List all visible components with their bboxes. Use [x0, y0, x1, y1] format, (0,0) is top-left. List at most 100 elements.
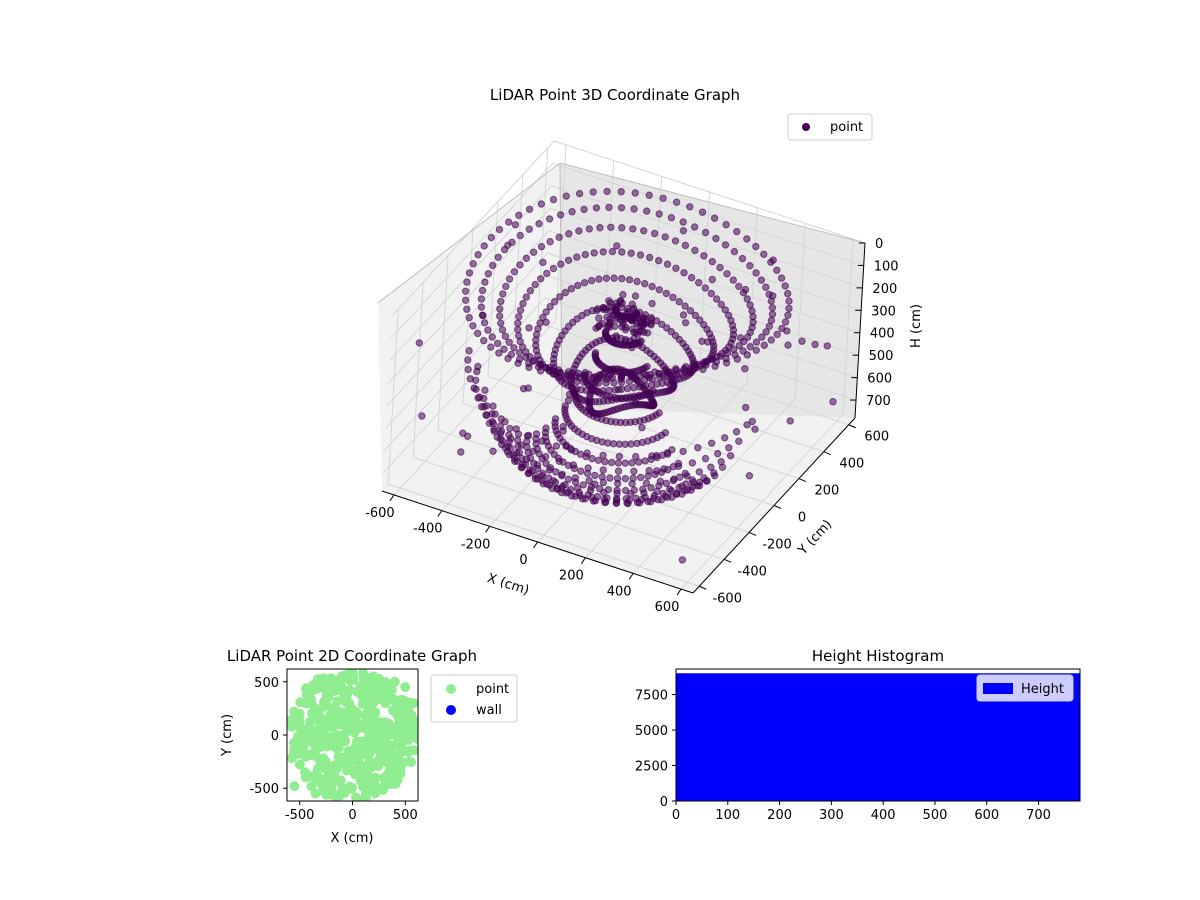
point-marker-3d — [645, 401, 653, 410]
point-marker-3d — [484, 326, 492, 334]
point-marker-3d — [519, 299, 527, 308]
point-marker-3d — [746, 301, 754, 309]
y-tick-label-2d: -500 — [249, 782, 279, 797]
point-marker-3d — [595, 275, 603, 283]
point-marker-3d — [489, 261, 497, 270]
point-marker-3d — [742, 403, 750, 412]
x-tick-label-2d: 500 — [393, 808, 418, 823]
point-marker-3d — [609, 337, 617, 346]
point-marker-3d — [632, 452, 640, 461]
point-marker-3d — [716, 263, 724, 272]
point-marker-2d — [294, 716, 305, 727]
point-marker-3d — [599, 248, 607, 256]
point-marker-3d — [606, 474, 614, 482]
point-marker-3d — [524, 431, 533, 440]
y-tick-label-3d: -600 — [712, 591, 742, 606]
point-marker-3d — [679, 447, 687, 456]
point-marker-2d — [350, 741, 361, 752]
title-2d: LiDAR Point 2D Coordinate Graph — [227, 647, 477, 665]
point-marker-3d — [701, 228, 710, 237]
point-marker-3d — [669, 463, 678, 471]
grid-line-y — [487, 201, 800, 480]
point-marker-2d — [340, 707, 351, 718]
point-marker-2d — [287, 753, 297, 764]
point-marker-3d — [535, 220, 543, 228]
point-marker-3d — [675, 483, 683, 492]
point-marker-3d — [636, 473, 645, 482]
point-marker-3d — [631, 189, 639, 197]
point-marker-3d — [518, 343, 527, 351]
frame-histogram — [675, 668, 1081, 802]
y-tick-label-3d: 400 — [839, 457, 864, 472]
point-marker-2d — [299, 748, 310, 758]
x-tick-3d — [533, 541, 538, 549]
point-marker-3d — [640, 328, 648, 336]
point-marker-3d — [477, 295, 486, 303]
point-marker-3d — [549, 477, 557, 485]
point-marker-3d — [773, 266, 781, 274]
x-tick-label-3d: 200 — [559, 569, 584, 584]
point-marker-3d — [640, 227, 648, 235]
point-marker-3d — [768, 310, 777, 318]
point-marker-2d — [306, 698, 317, 709]
point-marker-3d — [519, 385, 528, 393]
point-marker-3d — [599, 478, 608, 487]
point-marker-3d — [829, 398, 837, 406]
point-marker-3d — [589, 188, 597, 196]
point-marker-3d — [767, 316, 776, 325]
point-marker-3d — [653, 467, 661, 475]
point-marker-3d — [758, 333, 766, 341]
point-marker-3d — [760, 341, 768, 349]
point-marker-2d — [309, 749, 320, 760]
point-marker-3d — [662, 289, 670, 298]
point-marker-3d — [735, 282, 743, 291]
point-marker-3d — [679, 218, 687, 226]
point-marker-3d — [513, 449, 521, 457]
x-tick-label-histogram: 0 — [672, 808, 680, 823]
point-marker-3d — [667, 328, 675, 336]
legend-marker-wall-2d — [446, 705, 456, 715]
point-marker-3d — [691, 246, 699, 255]
point-marker-3d — [612, 332, 620, 340]
point-marker-3d — [557, 485, 566, 493]
point-marker-3d — [785, 304, 793, 313]
point-marker-3d — [604, 321, 613, 330]
y-tick-3d — [773, 505, 782, 509]
legend-marker-point-2d — [446, 684, 456, 694]
point-marker-3d — [655, 409, 663, 417]
y-tick-label-3d: 200 — [815, 484, 840, 499]
point-marker-3d — [565, 230, 573, 238]
point-marker-3d — [491, 410, 499, 418]
point-marker-2d — [392, 724, 403, 735]
point-marker-3d — [496, 312, 504, 320]
point-marker-2d — [307, 708, 317, 719]
point-marker-2d — [347, 753, 357, 764]
point-marker-3d — [625, 276, 634, 284]
point-marker-3d — [552, 442, 561, 450]
point-marker-3d — [593, 306, 601, 315]
point-marker-3d — [743, 235, 751, 243]
point-marker-3d — [610, 274, 618, 282]
point-marker-3d — [600, 488, 608, 497]
point-marker-2d — [318, 701, 329, 712]
point-marker-2d — [370, 772, 381, 783]
point-marker-3d — [668, 446, 676, 454]
y-tick-label-3d: -400 — [737, 564, 767, 579]
point-marker-3d — [574, 281, 582, 290]
point-marker-3d — [499, 290, 507, 298]
legend-marker-point-3d — [802, 123, 810, 131]
pane-edge-vertical — [559, 162, 563, 409]
point-marker-3d — [628, 343, 636, 352]
point-marker-3d — [564, 256, 573, 264]
point-marker-2d — [312, 681, 323, 692]
point-marker-2d — [304, 725, 315, 736]
x-tick-label-3d: -200 — [461, 537, 491, 552]
point-marker-3d — [669, 476, 677, 485]
point-marker-3d — [415, 339, 423, 347]
point-marker-3d — [666, 380, 674, 389]
grid-line-x — [393, 144, 567, 496]
point-marker-3d — [516, 231, 524, 240]
point-marker-3d — [681, 487, 689, 495]
point-marker-3d — [581, 250, 589, 259]
point-marker-3d — [537, 275, 545, 283]
